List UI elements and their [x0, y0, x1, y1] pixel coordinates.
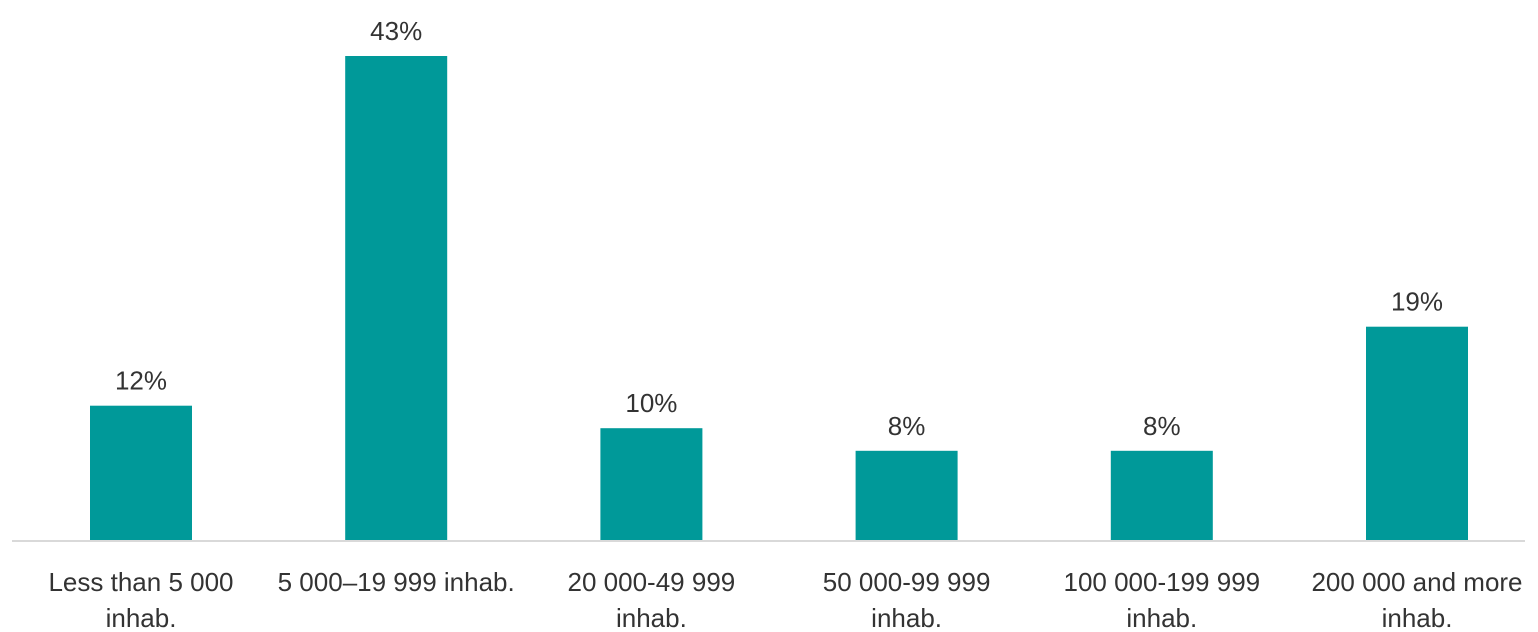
- tick-label-6-line-1: 200 000 and more: [1311, 567, 1522, 597]
- tick-label-1-line-1: Less than 5 000: [48, 567, 233, 597]
- tick-label-3-line-1: 20 000-49 999: [568, 567, 736, 597]
- tick-label-1-line-2: inhab.: [106, 603, 177, 632]
- bar-3: [600, 428, 703, 541]
- tick-label-2: 5 000–19 999 inhab.: [278, 567, 515, 597]
- tick-label-2-line-1: 5 000–19 999 inhab.: [278, 567, 515, 597]
- bar-5: [1110, 450, 1213, 541]
- tick-label-4-line-1: 50 000-99 999: [823, 567, 991, 597]
- category-labels-group: Less than 5 000 inhab. 5 000–19 999 inhab.…: [48, 567, 1522, 632]
- tick-label-1: Less than 5 000 inhab.: [48, 567, 233, 632]
- tick-label-5-line-2: inhab.: [1126, 603, 1197, 632]
- data-label-2: 43%: [370, 16, 422, 46]
- data-label-6: 19%: [1391, 287, 1443, 317]
- bar-2: [345, 56, 448, 541]
- data-label-5: 8%: [1143, 411, 1181, 441]
- tick-label-4: 50 000-99 999 inhab.: [823, 567, 991, 632]
- tick-label-4-line-2: inhab.: [871, 603, 942, 632]
- bar-1: [90, 405, 192, 541]
- tick-label-6-line-2: inhab.: [1382, 603, 1453, 632]
- tick-label-6: 200 000 and more inhab.: [1311, 567, 1522, 632]
- tick-label-3-line-2: inhab.: [616, 603, 687, 632]
- bar-4: [855, 450, 958, 541]
- bars-group: [90, 56, 1468, 541]
- tick-label-5-line-1: 100 000-199 999: [1063, 567, 1260, 597]
- tick-label-5: 100 000-199 999 inhab.: [1063, 567, 1260, 632]
- bar-6: [1366, 326, 1468, 541]
- data-labels-group: 12% 43% 10% 8% 8% 19%: [115, 16, 1443, 441]
- data-label-3: 10%: [625, 388, 677, 418]
- tick-label-3: 20 000-49 999 inhab.: [568, 567, 736, 632]
- data-label-4: 8%: [888, 411, 926, 441]
- data-label-1: 12%: [115, 366, 167, 396]
